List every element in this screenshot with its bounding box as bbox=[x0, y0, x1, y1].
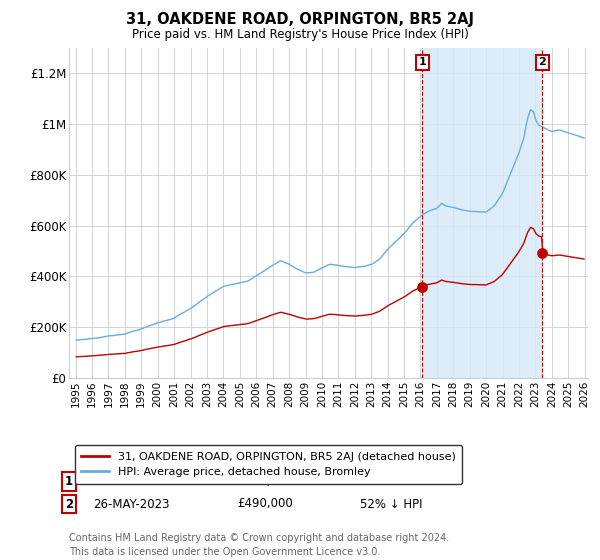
Text: 1: 1 bbox=[65, 475, 73, 488]
Point bbox=[418, 282, 427, 291]
Bar bbox=[422, 48, 542, 378]
Text: 2: 2 bbox=[538, 58, 546, 67]
Text: 31, OAKDENE ROAD, ORPINGTON, BR5 2AJ: 31, OAKDENE ROAD, ORPINGTON, BR5 2AJ bbox=[126, 12, 474, 27]
Text: Price paid vs. HM Land Registry's House Price Index (HPI): Price paid vs. HM Land Registry's House … bbox=[131, 28, 469, 41]
Text: £490,000: £490,000 bbox=[237, 497, 293, 511]
Text: 15-FEB-2016: 15-FEB-2016 bbox=[93, 475, 169, 488]
Legend: 31, OAKDENE ROAD, ORPINGTON, BR5 2AJ (detached house), HPI: Average price, detac: 31, OAKDENE ROAD, ORPINGTON, BR5 2AJ (de… bbox=[74, 445, 463, 484]
Text: 26-MAY-2023: 26-MAY-2023 bbox=[93, 497, 170, 511]
Text: £360,000: £360,000 bbox=[237, 475, 293, 488]
Text: 56% ↓ HPI: 56% ↓ HPI bbox=[360, 475, 422, 488]
Point bbox=[538, 249, 547, 258]
Text: 1: 1 bbox=[419, 58, 427, 67]
Text: 2: 2 bbox=[65, 497, 73, 511]
Text: 52% ↓ HPI: 52% ↓ HPI bbox=[360, 497, 422, 511]
Text: Contains HM Land Registry data © Crown copyright and database right 2024.
This d: Contains HM Land Registry data © Crown c… bbox=[69, 533, 449, 557]
